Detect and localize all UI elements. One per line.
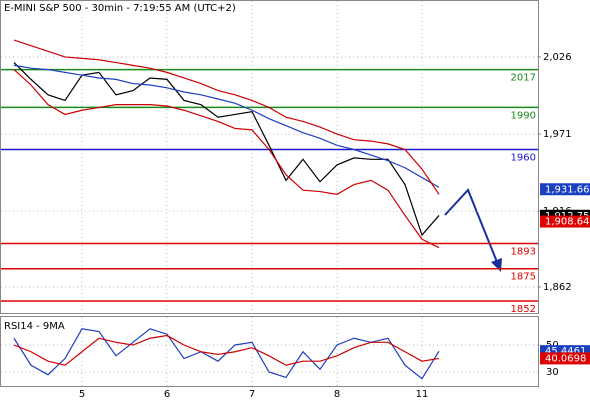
forecast-arrow xyxy=(444,188,498,263)
price-line xyxy=(13,64,440,188)
price-panel xyxy=(0,0,539,314)
rsi-panel xyxy=(0,316,539,387)
price-line xyxy=(13,39,440,195)
price-line xyxy=(13,62,440,237)
price-tag xyxy=(540,352,590,365)
level-label: 1893 xyxy=(511,246,536,257)
y-tick-label: 1,862 xyxy=(543,282,572,293)
price-tag-label: 45.4461 xyxy=(545,346,586,357)
rsi-line xyxy=(13,328,440,380)
x-tick-label: 8 xyxy=(334,389,340,400)
level-label: 1960 xyxy=(511,153,536,164)
level-label: 1852 xyxy=(511,304,536,315)
rsi-tick-label: 30 xyxy=(546,367,559,378)
rsi-line xyxy=(13,334,440,366)
x-tick-label: 6 xyxy=(164,389,170,400)
price-tag xyxy=(540,215,590,228)
price-tag xyxy=(540,183,590,196)
arrow-head xyxy=(491,258,502,272)
level-label: 2017 xyxy=(511,73,536,84)
price-tag-label: 1,908.64 xyxy=(545,217,590,228)
level-label: 1990 xyxy=(511,110,536,121)
x-tick-label: 11 xyxy=(416,389,429,400)
x-tick-label: 5 xyxy=(79,389,85,400)
rsi-title: RSI14 - 9MA xyxy=(4,321,65,332)
y-tick-label: 1,971 xyxy=(543,129,572,140)
price-tag-label: 1,931.66 xyxy=(545,184,590,195)
x-tick-label: 7 xyxy=(249,389,255,400)
chart-title: E-MINI S&P 500 - 30min - 7:19:55 AM (UTC… xyxy=(4,3,236,14)
price-line xyxy=(13,69,440,249)
price-tag-label: 40.0698 xyxy=(545,353,586,364)
level-label: 1875 xyxy=(511,272,536,283)
y-tick-label: 2,026 xyxy=(543,52,572,63)
